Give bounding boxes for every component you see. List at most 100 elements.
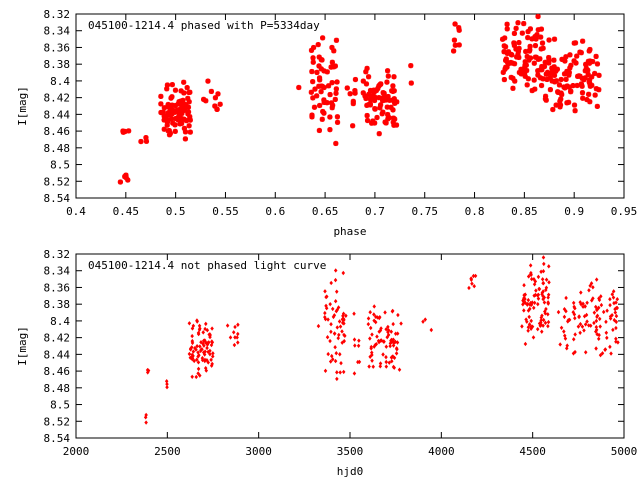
data-point bbox=[592, 92, 598, 98]
data-point bbox=[352, 311, 356, 316]
data-point bbox=[383, 310, 387, 315]
data-point bbox=[196, 331, 201, 337]
data-point bbox=[320, 35, 326, 41]
data-point bbox=[378, 314, 382, 320]
data-point bbox=[321, 99, 327, 106]
data-point bbox=[168, 116, 174, 122]
x-tick-label: 4000 bbox=[428, 445, 455, 458]
data-point bbox=[332, 96, 338, 103]
data-point bbox=[608, 316, 613, 321]
data-point bbox=[594, 277, 599, 282]
data-point bbox=[324, 69, 330, 75]
data-point bbox=[187, 89, 193, 95]
data-point bbox=[371, 364, 375, 369]
data-point bbox=[159, 109, 165, 116]
data-point bbox=[352, 337, 357, 342]
data-point bbox=[317, 77, 323, 83]
data-point bbox=[526, 274, 531, 279]
data-point bbox=[554, 66, 560, 72]
data-point bbox=[372, 106, 378, 112]
y-axis-label: I[mag] bbox=[16, 326, 29, 366]
data-point bbox=[469, 277, 474, 282]
data-point bbox=[181, 116, 187, 122]
data-point bbox=[595, 307, 599, 313]
data-point bbox=[328, 359, 333, 364]
data-point bbox=[587, 46, 593, 53]
data-point bbox=[578, 300, 583, 305]
data-point bbox=[372, 304, 377, 309]
data-point bbox=[543, 320, 548, 326]
data-point bbox=[527, 314, 531, 320]
data-point bbox=[542, 93, 549, 99]
data-point bbox=[535, 326, 540, 332]
data-point bbox=[190, 374, 194, 379]
data-point bbox=[392, 116, 398, 122]
data-point bbox=[545, 69, 551, 75]
data-point bbox=[201, 330, 205, 335]
data-point bbox=[350, 123, 356, 129]
data-point bbox=[582, 328, 586, 333]
data-point bbox=[397, 367, 402, 372]
data-point bbox=[209, 363, 214, 368]
data-point bbox=[499, 36, 506, 42]
data-point bbox=[365, 74, 372, 80]
data-point bbox=[385, 73, 391, 79]
data-point bbox=[386, 329, 390, 335]
data-point bbox=[515, 20, 521, 26]
data-point bbox=[519, 30, 525, 36]
data-point bbox=[532, 282, 537, 287]
data-point bbox=[582, 75, 588, 81]
y-tick-label: 8.44 bbox=[44, 348, 71, 361]
data-point bbox=[546, 319, 551, 325]
data-point bbox=[203, 357, 207, 363]
data-point bbox=[233, 324, 237, 330]
data-point bbox=[311, 104, 318, 110]
data-point bbox=[608, 302, 612, 308]
data-point bbox=[167, 130, 173, 137]
data-point bbox=[335, 376, 339, 382]
data-point bbox=[364, 112, 370, 119]
data-point bbox=[123, 172, 129, 178]
data-point bbox=[310, 55, 316, 61]
data-point bbox=[528, 263, 533, 268]
data-point bbox=[333, 90, 339, 96]
data-point bbox=[538, 46, 544, 52]
data-point bbox=[567, 317, 572, 323]
data-point bbox=[581, 301, 585, 306]
data-point bbox=[389, 329, 394, 334]
x-tick-label: 4500 bbox=[519, 445, 546, 458]
data-point bbox=[542, 300, 547, 305]
x-tick-label: 0.75 bbox=[411, 205, 438, 218]
data-point bbox=[556, 82, 563, 88]
data-point bbox=[511, 61, 518, 67]
data-point bbox=[591, 285, 595, 290]
data-point bbox=[217, 101, 223, 107]
data-point bbox=[212, 103, 218, 109]
y-tick-label: 8.54 bbox=[44, 192, 71, 205]
data-point bbox=[199, 347, 203, 352]
data-point bbox=[318, 66, 324, 72]
data-point bbox=[594, 103, 600, 110]
data-point bbox=[203, 98, 209, 104]
data-point bbox=[508, 74, 514, 81]
y-tick-label: 8.4 bbox=[50, 75, 70, 88]
data-point bbox=[551, 57, 557, 63]
data-point bbox=[573, 306, 577, 311]
data-point bbox=[538, 82, 545, 89]
data-point bbox=[333, 299, 338, 304]
data-point bbox=[580, 324, 585, 329]
data-point bbox=[236, 331, 240, 337]
data-point bbox=[329, 280, 333, 286]
data-point bbox=[504, 50, 510, 56]
data-point bbox=[336, 335, 341, 341]
data-point bbox=[120, 129, 126, 135]
y-tick-label: 8.48 bbox=[44, 382, 71, 395]
data-point bbox=[571, 351, 576, 356]
data-point bbox=[597, 316, 602, 322]
data-point bbox=[314, 69, 320, 76]
data-point bbox=[567, 52, 573, 58]
data-point bbox=[541, 281, 546, 286]
data-point bbox=[451, 37, 458, 43]
data-point bbox=[308, 47, 315, 53]
data-point bbox=[329, 322, 333, 327]
